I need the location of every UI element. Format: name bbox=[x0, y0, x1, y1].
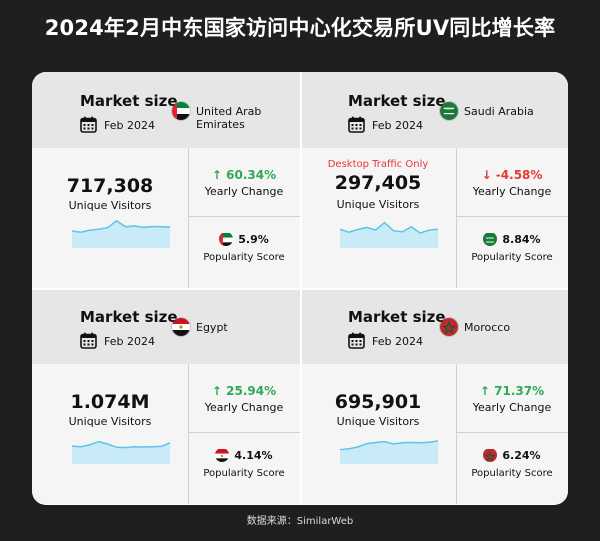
popularity-score-value: 8.84% bbox=[502, 232, 541, 246]
quadrant-body bbox=[300, 364, 568, 504]
uae-flag-icon bbox=[172, 102, 190, 120]
unique-visitors-value: 1.074M bbox=[70, 391, 150, 413]
popularity-score-value: 4.14% bbox=[234, 448, 273, 462]
panel-divider-vertical bbox=[188, 364, 189, 504]
yearly-change-value: ↑ 60.34% bbox=[211, 168, 277, 182]
quadrant-header: Market size Feb 2024 Egypt bbox=[32, 288, 300, 364]
panel-divider-vertical bbox=[456, 364, 457, 504]
quadrant-divider-horizontal bbox=[32, 288, 568, 290]
quadrant-header: Market size Feb 2024 United Arab Emirate… bbox=[32, 72, 300, 148]
source-note: 数据来源：SimilarWeb bbox=[246, 516, 354, 527]
unique-visitors-label: Unique Visitors bbox=[68, 415, 152, 428]
morocco-flag-icon bbox=[483, 448, 498, 462]
panel-divider-horizontal bbox=[456, 216, 568, 217]
morocco-flag-icon bbox=[440, 318, 458, 336]
popularity-row: 6.24% bbox=[456, 448, 568, 462]
yearly-change-value: ↑ 25.94% bbox=[211, 384, 277, 398]
visitors-trend-sparkline bbox=[72, 219, 170, 248]
yearly-change-label: Yearly Change bbox=[472, 401, 552, 414]
popularity-row: 8.84% bbox=[456, 232, 568, 246]
popularity-row: 5.9% bbox=[188, 232, 300, 246]
sparkline-line bbox=[72, 219, 170, 233]
quadrant-header: Market size Feb 2024 Saudi Arabia bbox=[300, 72, 568, 148]
calendar-icon bbox=[348, 116, 365, 133]
unique-visitors-value: 297,405 bbox=[334, 172, 422, 194]
sparkline-line bbox=[340, 440, 438, 451]
country-name: Saudi Arabia bbox=[464, 105, 534, 118]
yearly-change-label: Yearly Change bbox=[204, 401, 284, 414]
panel-divider-vertical bbox=[456, 148, 457, 288]
market-size-heading: Market size bbox=[80, 92, 178, 110]
market-size-heading: Market size bbox=[348, 308, 446, 326]
egypt-flag-icon bbox=[172, 318, 190, 336]
calendar-icon bbox=[80, 332, 97, 349]
market-quadrant: Market size Feb 2024 Saudi Arabia Deskto… bbox=[300, 72, 568, 288]
market-quadrant: Market size Feb 2024 United Arab Emirate… bbox=[32, 72, 300, 288]
egypt-flag-icon bbox=[215, 448, 230, 462]
quadrant-body bbox=[32, 148, 300, 288]
ksa-flag-icon bbox=[440, 102, 458, 120]
panel-divider-horizontal bbox=[188, 216, 300, 217]
unique-visitors-value: 695,901 bbox=[334, 391, 422, 413]
popularity-score-label: Popularity Score bbox=[471, 468, 553, 479]
market-size-heading: Market size bbox=[348, 92, 446, 110]
sparkline-area bbox=[340, 441, 438, 464]
panel-divider-horizontal bbox=[188, 432, 300, 433]
quadrant-header: Market size Feb 2024 Morocco bbox=[300, 288, 568, 364]
yearly-change-label: Yearly Change bbox=[204, 185, 284, 198]
yearly-change-value: ↓ -4.58% bbox=[481, 168, 543, 182]
desktop-traffic-note: Desktop Traffic Only bbox=[327, 159, 429, 170]
visitors-trend-sparkline bbox=[340, 440, 438, 464]
quadrant-body bbox=[32, 364, 300, 504]
ksa-flag-icon bbox=[483, 232, 498, 246]
market-quadrant: Market size Feb 2024 Egypt 1.074M Unique… bbox=[32, 288, 300, 504]
unique-visitors-label: Unique Visitors bbox=[336, 198, 420, 211]
market-size-heading: Market size bbox=[80, 308, 178, 326]
page-title: 2024年2月中东国家访问中心化交易所UV同比增长率 bbox=[44, 16, 556, 40]
period-label: Feb 2024 bbox=[372, 119, 423, 132]
period-label: Feb 2024 bbox=[372, 335, 423, 348]
country-name: United Arab Emirates bbox=[196, 105, 262, 131]
sparkline-area bbox=[72, 220, 170, 248]
yearly-change-value: ↑ 71.37% bbox=[479, 384, 545, 398]
period-label: Feb 2024 bbox=[104, 335, 155, 348]
popularity-row: 4.14% bbox=[188, 448, 300, 462]
calendar-icon bbox=[348, 332, 365, 349]
market-quadrant: Market size Feb 2024 Morocco 695,901 Uni… bbox=[300, 288, 568, 504]
panel-divider-horizontal bbox=[456, 432, 568, 433]
popularity-score-label: Popularity Score bbox=[203, 252, 285, 263]
visitors-trend-sparkline bbox=[72, 440, 170, 464]
unique-visitors-label: Unique Visitors bbox=[336, 415, 420, 428]
uae-flag-icon bbox=[219, 232, 234, 246]
visitors-trend-sparkline bbox=[340, 221, 438, 248]
popularity-score-value: 6.24% bbox=[502, 448, 541, 462]
unique-visitors-value: 717,308 bbox=[66, 175, 154, 197]
unique-visitors-label: Unique Visitors bbox=[68, 199, 152, 212]
popularity-score-label: Popularity Score bbox=[203, 468, 285, 479]
market-card: Market size Feb 2024 United Arab Emirate… bbox=[32, 72, 568, 505]
calendar-icon bbox=[80, 116, 97, 133]
quadrant-body bbox=[300, 148, 568, 288]
yearly-change-label: Yearly Change bbox=[472, 185, 552, 198]
popularity-score-value: 5.9% bbox=[238, 232, 269, 246]
popularity-score-label: Popularity Score bbox=[471, 252, 553, 263]
country-name: Egypt bbox=[196, 321, 228, 334]
country-name: Morocco bbox=[464, 321, 511, 334]
sparkline-line bbox=[340, 221, 438, 234]
sparkline-line bbox=[72, 440, 170, 449]
panel-divider-vertical bbox=[188, 148, 189, 288]
period-label: Feb 2024 bbox=[104, 119, 155, 132]
